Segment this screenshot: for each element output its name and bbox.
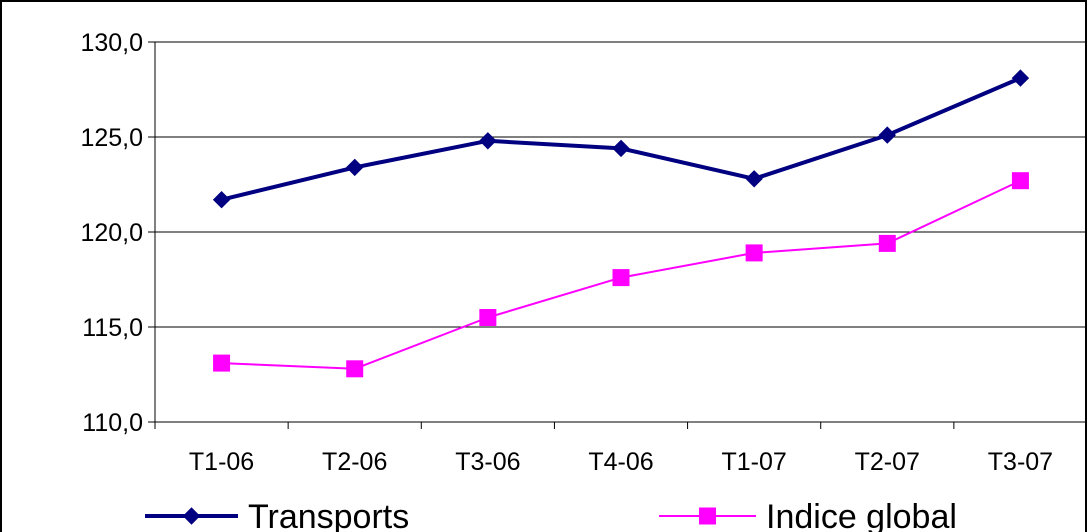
data-point: [1011, 172, 1029, 190]
series-transports: [212, 69, 1030, 209]
series-line: [221, 76, 1022, 202]
data-point: [745, 244, 763, 262]
x-tick-label: T4-06: [588, 448, 653, 476]
y-tick-label: 120,0: [80, 219, 143, 247]
data-point: [1011, 69, 1030, 87]
y-tick-label: 110,0: [82, 409, 143, 437]
x-axis-labels: T1-06 T2-06 T3-06 T4-06 T1-07 T2-07 T3-07: [189, 448, 1053, 476]
legend: Transports Indice global: [145, 498, 957, 532]
legend-marker: [699, 507, 716, 525]
data-point: [346, 158, 364, 177]
legend-label: Indice global: [766, 498, 957, 532]
legend-item: Indice global: [659, 498, 957, 532]
series-layer: [212, 69, 1030, 378]
grid-lines: [155, 41, 1087, 328]
x-tick-label: T2-07: [855, 448, 920, 476]
data-point: [212, 190, 231, 209]
data-point: [878, 234, 896, 252]
data-point: [213, 354, 231, 372]
y-tick-label: 130,0: [80, 29, 143, 57]
data-point: [878, 126, 896, 144]
data-point: [346, 360, 364, 378]
y-axis-labels: 110,0 115,0 120,0 125,0 130,0: [80, 29, 143, 437]
x-tick-label: T2-06: [322, 448, 387, 476]
x-tick-label: T3-07: [988, 448, 1053, 476]
data-point: [479, 309, 497, 326]
data-point: [479, 132, 497, 150]
legend-marker: [182, 507, 201, 525]
axes: [148, 41, 1087, 429]
data-point: [612, 269, 630, 287]
x-tick-label: T1-07: [721, 448, 786, 476]
data-point: [745, 170, 763, 188]
y-tick-label: 125,0: [80, 124, 143, 152]
data-point: [612, 139, 630, 158]
series-indice-global: [213, 172, 1029, 378]
x-tick-label: T3-06: [455, 448, 520, 476]
legend-item: Transports: [145, 498, 409, 532]
y-tick-label: 115,0: [82, 314, 143, 342]
x-tick-label: T1-06: [189, 448, 254, 476]
legend-label: Transports: [248, 498, 409, 532]
